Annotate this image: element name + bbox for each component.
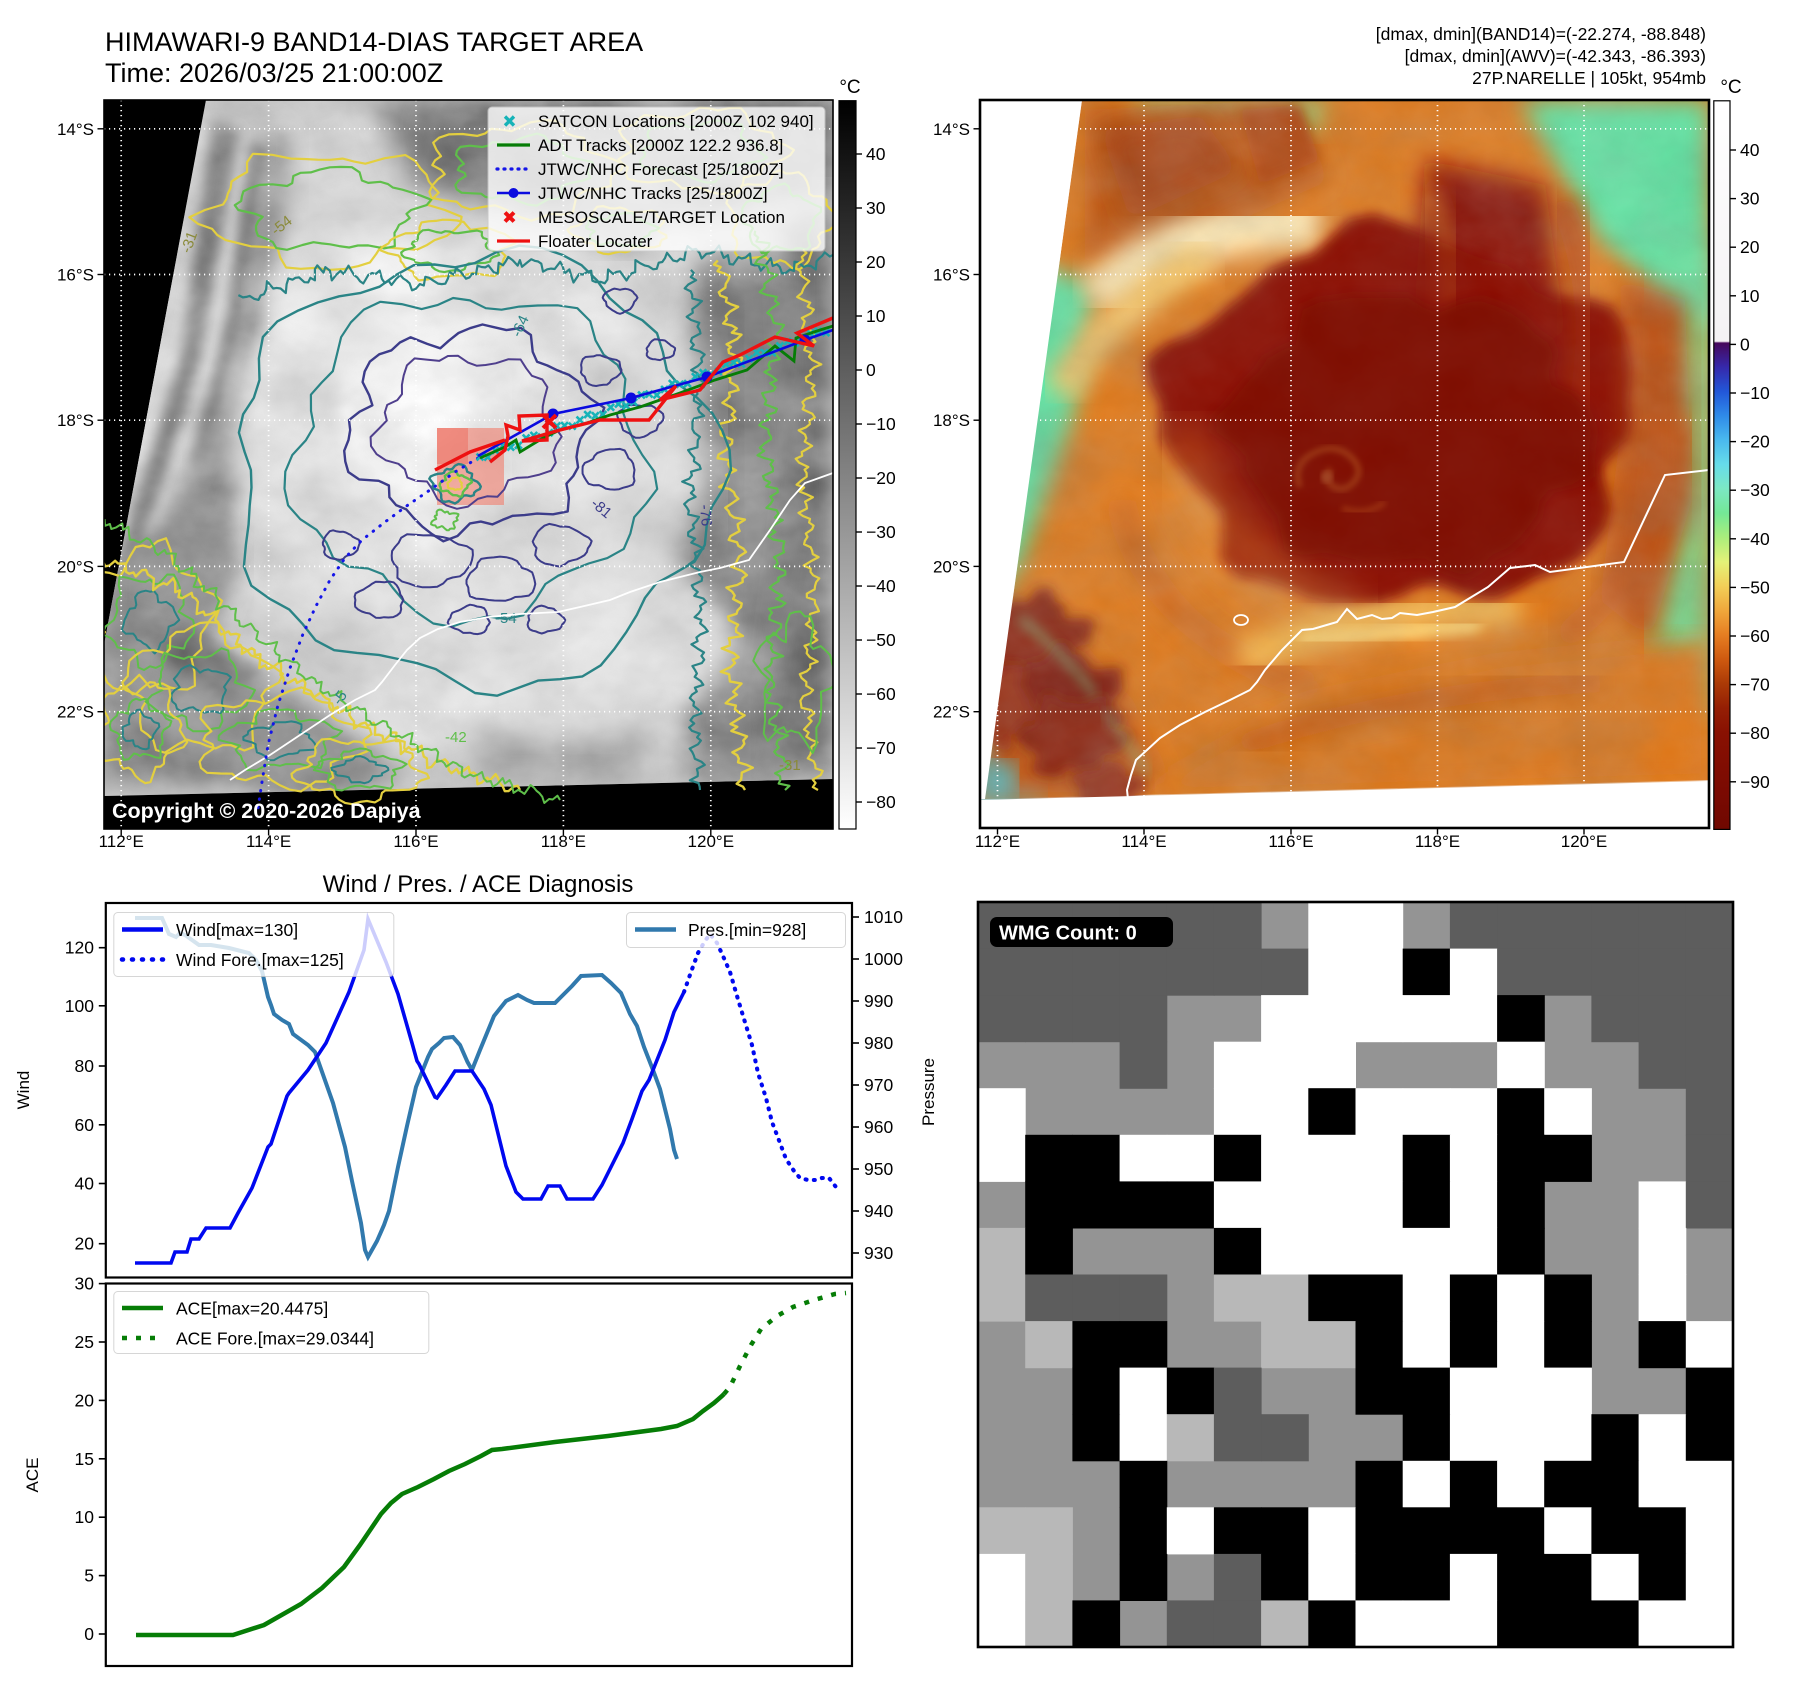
svg-text:Copyright © 2020-2026 Dapiya: Copyright © 2020-2026 Dapiya [112,799,422,823]
svg-text:5: 5 [84,1566,94,1586]
svg-text:940: 940 [864,1201,893,1221]
svg-text:Pressure: Pressure [919,1058,938,1126]
svg-text:100: 100 [65,996,94,1016]
svg-text:10: 10 [1740,286,1760,306]
svg-text:20: 20 [75,1234,95,1254]
svg-text:18°S: 18°S [57,411,94,430]
svg-text:−70: −70 [866,738,896,758]
svg-text:970: 970 [864,1075,893,1095]
svg-text:930: 930 [864,1243,893,1263]
svg-text:80: 80 [75,1056,95,1076]
svg-text:1000: 1000 [864,949,903,969]
svg-text:−40: −40 [866,576,896,596]
svg-text:[dmax, dmin](AWV)=(-42.343, -8: [dmax, dmin](AWV)=(-42.343, -86.393) [1405,46,1706,66]
svg-text:ACE Fore.[max=29.0344]: ACE Fore.[max=29.0344] [176,1329,374,1349]
svg-text:Time: 2026/03/25 21:00:00Z: Time: 2026/03/25 21:00:00Z [105,58,443,88]
svg-text:0: 0 [866,360,876,380]
svg-text:40: 40 [866,144,886,164]
svg-text:120: 120 [65,938,94,958]
svg-text:30: 30 [1740,189,1760,209]
svg-text:120°E: 120°E [688,832,735,851]
svg-text:−70: −70 [1740,675,1770,695]
svg-text:−50: −50 [866,630,896,650]
svg-text:−60: −60 [1740,626,1770,646]
svg-text:14°S: 14°S [57,120,94,139]
svg-text:-42: -42 [445,729,467,746]
svg-text:980: 980 [864,1033,893,1053]
svg-text:14°S: 14°S [933,120,970,139]
svg-text:−50: −50 [1740,577,1770,597]
svg-text:Wind Fore.[max=125]: Wind Fore.[max=125] [176,950,344,970]
svg-text:-31: -31 [779,757,801,774]
svg-text:ADT Tracks [2000Z 122.2 936.8]: ADT Tracks [2000Z 122.2 936.8] [538,136,783,155]
svg-text:−10: −10 [1740,383,1770,403]
svg-text:-76: -76 [696,504,715,527]
svg-text:-54: -54 [495,610,517,627]
svg-text:114°E: 114°E [1121,832,1166,851]
svg-text:950: 950 [864,1159,893,1179]
svg-text:HIMAWARI-9 BAND14-DIAS TARGET: HIMAWARI-9 BAND14-DIAS TARGET AREA [105,27,643,57]
svg-text:20: 20 [866,252,886,272]
svg-text:ACE: ACE [23,1458,42,1493]
svg-text:116°E: 116°E [393,832,438,851]
svg-text:MESOSCALE/TARGET Location: MESOSCALE/TARGET Location [538,208,785,227]
svg-text:18°S: 18°S [933,411,970,430]
svg-text:114°E: 114°E [246,832,291,851]
svg-text:20°S: 20°S [57,557,94,576]
svg-text:20: 20 [75,1390,95,1410]
svg-text:−80: −80 [1740,723,1770,743]
svg-text:118°E: 118°E [541,832,586,851]
svg-text:120°E: 120°E [1561,832,1608,851]
svg-text:27P.NARELLE | 105kt, 954mb: 27P.NARELLE | 105kt, 954mb [1472,68,1706,88]
svg-text:16°S: 16°S [57,266,94,285]
svg-text:10: 10 [75,1507,95,1527]
svg-text:990: 990 [864,991,893,1011]
svg-text:Wind / Pres. / ACE Diagnosis: Wind / Pres. / ACE Diagnosis [323,871,634,898]
svg-text:WMG Count: 0: WMG Count: 0 [999,923,1137,945]
svg-text:22°S: 22°S [933,703,970,722]
svg-text:30: 30 [75,1274,95,1294]
svg-text:10: 10 [866,306,886,326]
svg-text:Wind[max=130]: Wind[max=130] [176,920,298,940]
svg-text:30: 30 [866,198,886,218]
svg-text:20: 20 [1740,237,1760,257]
svg-text:°C: °C [839,77,860,98]
svg-text:25: 25 [75,1332,94,1352]
svg-text:0: 0 [1740,334,1750,354]
svg-text:−30: −30 [866,522,896,542]
svg-text:−60: −60 [866,684,896,704]
svg-text:ACE[max=20.4475]: ACE[max=20.4475] [176,1299,328,1319]
svg-text:40: 40 [75,1174,95,1194]
svg-text:15: 15 [75,1449,94,1469]
svg-text:−40: −40 [1740,529,1770,549]
svg-text:JTWC/NHC Forecast [25/1800Z]: JTWC/NHC Forecast [25/1800Z] [538,160,784,179]
svg-text:22°S: 22°S [57,703,94,722]
svg-text:Wind: Wind [14,1071,33,1110]
svg-text:-31: -31 [178,229,201,255]
svg-text:−10: −10 [866,414,896,434]
svg-text:−30: −30 [1740,480,1770,500]
svg-text:JTWC/NHC Tracks [25/1800Z]: JTWC/NHC Tracks [25/1800Z] [538,184,768,203]
svg-text:60: 60 [75,1115,95,1135]
svg-text:−80: −80 [866,792,896,812]
svg-text:116°E: 116°E [1268,832,1313,851]
svg-text:118°E: 118°E [1415,832,1460,851]
svg-text:Floater Locater: Floater Locater [538,232,653,251]
svg-text:960: 960 [864,1117,893,1137]
svg-text:112°E: 112°E [975,832,1020,851]
svg-text:Pres.[min=928]: Pres.[min=928] [688,920,806,940]
svg-text:1010: 1010 [864,907,903,927]
svg-text:0: 0 [84,1624,94,1644]
svg-text:−90: −90 [1740,772,1770,792]
svg-text:40: 40 [1740,140,1760,160]
svg-text:°C: °C [1720,77,1741,98]
svg-text:112°E: 112°E [99,832,144,851]
svg-text:SATCON Locations [2000Z 102 94: SATCON Locations [2000Z 102 940] [538,112,814,131]
svg-text:−20: −20 [1740,432,1770,452]
svg-text:16°S: 16°S [933,266,970,285]
svg-text:20°S: 20°S [933,557,970,576]
svg-text:[dmax, dmin](BAND14)=(-22.274,: [dmax, dmin](BAND14)=(-22.274, -88.848) [1376,24,1706,44]
svg-text:−20: −20 [866,468,896,488]
